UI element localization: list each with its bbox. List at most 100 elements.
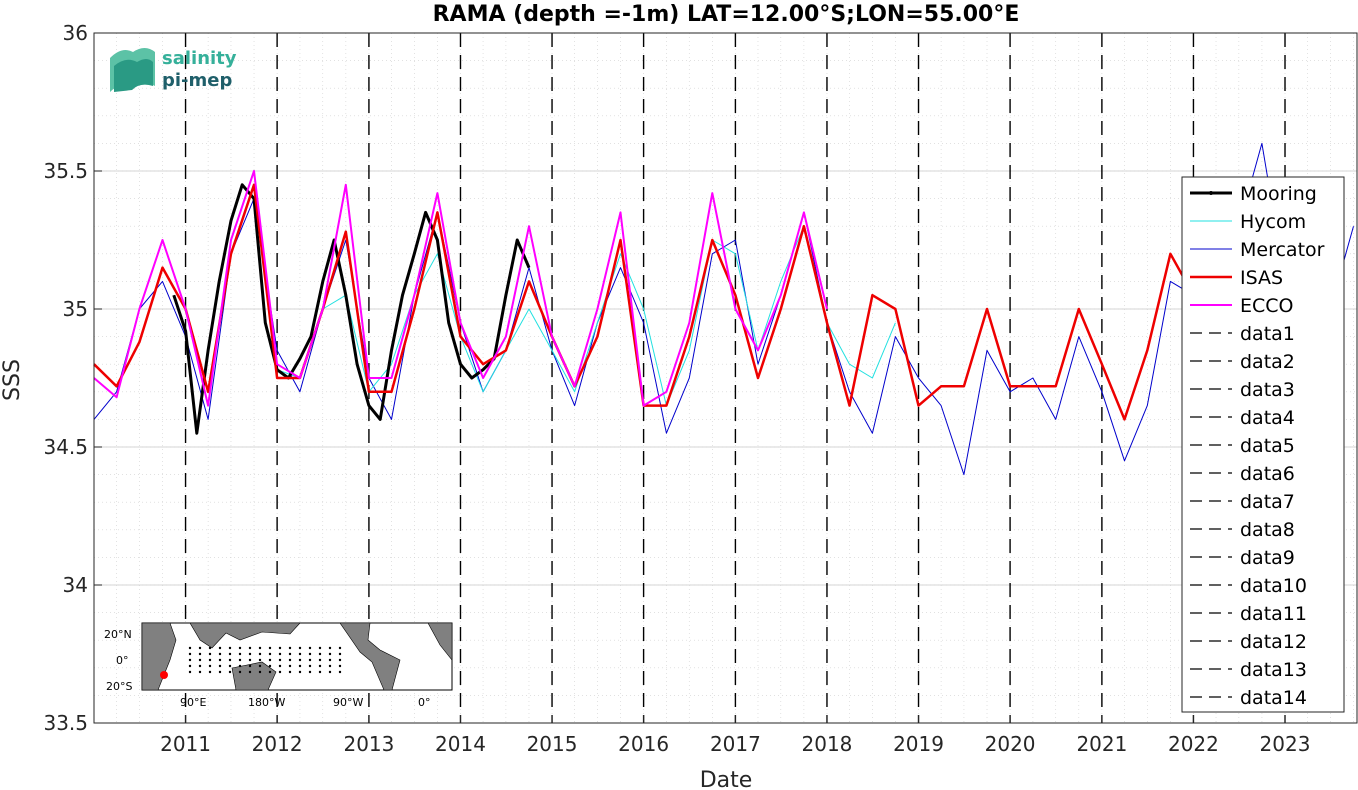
inset-map-ocean	[141, 622, 453, 691]
map-lon-label-90w: 90°W	[333, 696, 363, 709]
y-tick-label: 34.5	[43, 435, 88, 459]
map-lat-label-20s: 20°S	[106, 680, 132, 693]
x-tick-label: 2013	[343, 732, 394, 756]
x-tick-label: 2017	[710, 732, 761, 756]
legend-marker	[1209, 191, 1213, 195]
x-tick-label: 2014	[435, 732, 486, 756]
mooring-dot	[188, 670, 192, 674]
mooring-dot	[268, 652, 272, 656]
legend-label: data5	[1240, 435, 1295, 457]
mooring-dot	[298, 658, 302, 662]
legend-label: data13	[1240, 659, 1307, 681]
legend-label: data6	[1240, 463, 1295, 485]
mooring-dot	[298, 646, 302, 650]
mooring-dot	[198, 652, 202, 656]
mooring-dot	[338, 664, 342, 668]
map-lon-label-90e: 90°E	[180, 696, 206, 709]
x-tick-label: 2020	[985, 732, 1036, 756]
mooring-dot	[288, 664, 292, 668]
mooring-dot	[268, 646, 272, 650]
mooring-dot	[238, 652, 242, 656]
legend-label: data1	[1240, 323, 1295, 345]
plot-area	[93, 32, 1358, 724]
x-tick-labels: 2011 2012 2013 2014 2015 2016 2017 2018 2019 2020…	[160, 715, 1310, 756]
inset-map-asia	[189, 622, 301, 649]
inset-map-africa	[141, 622, 177, 691]
map-lat-label-20n: 20°N	[104, 628, 132, 641]
mooring-dot	[308, 652, 312, 656]
x-tick-label: 2015	[527, 732, 578, 756]
logo-text-line2: pi-mep	[162, 70, 232, 91]
legend: Mooring Hycom Mercator ISAS ECCO data1 data2 da…	[1181, 176, 1345, 713]
y-tick-labels: 33.5 34 34.5 35 35.5 36	[43, 21, 102, 735]
mooring-dot	[248, 646, 252, 650]
mooring-dot	[218, 670, 222, 674]
plot-frame	[93, 32, 1358, 724]
mooring-dot	[238, 670, 242, 674]
mooring-dot	[228, 646, 232, 650]
mooring-dot	[198, 658, 202, 662]
inset-map: 20°N 0° 20°S 90°E 180°W 90°W 0°	[104, 622, 453, 709]
mooring-dot	[268, 664, 272, 668]
x-axis-label: Date	[700, 768, 753, 790]
x-tick-label: 2018	[802, 732, 853, 756]
mooring-dot	[238, 646, 242, 650]
mooring-dot	[208, 670, 212, 674]
x-tick-label: 2016	[618, 732, 669, 756]
y-tick-label: 33.5	[43, 711, 88, 735]
mooring-dot	[278, 670, 282, 674]
mooring-dot	[288, 646, 292, 650]
mooring-dot	[188, 646, 192, 650]
mooring-dot	[338, 646, 342, 650]
mooring-dot	[328, 652, 332, 656]
mooring-dot	[308, 646, 312, 650]
legend-label: ECCO	[1240, 295, 1294, 317]
mooring-dot	[308, 658, 312, 662]
y-tick-label: 36	[63, 21, 88, 45]
mooring-dot	[218, 646, 222, 650]
mooring-dot	[318, 670, 322, 674]
chart-title: RAMA (depth =-1m) LAT=12.00°S;LON=55.00°…	[433, 2, 1020, 27]
mooring-dot	[328, 670, 332, 674]
mooring-dot	[218, 652, 222, 656]
y-axis-label: SSS	[0, 359, 25, 401]
x-tick-label: 2011	[160, 732, 211, 756]
legend-label: data8	[1240, 519, 1295, 541]
mooring-dot	[288, 658, 292, 662]
x-tick-label: 2019	[893, 732, 944, 756]
mooring-dot	[318, 658, 322, 662]
mooring-dot	[208, 646, 212, 650]
x-tick-label: 2023	[1260, 732, 1311, 756]
mooring-dot	[338, 652, 342, 656]
series-line-ecco	[93, 170, 828, 407]
logo-text-line1: salinity	[162, 48, 237, 69]
legend-label: data3	[1240, 379, 1295, 401]
y-tick-label: 35	[63, 297, 88, 321]
mooring-dot	[218, 658, 222, 662]
mooring-dot	[258, 670, 262, 674]
mooring-dot	[188, 664, 192, 668]
mooring-dot	[258, 658, 262, 662]
plot-background	[94, 33, 1357, 723]
mooring-dot	[258, 652, 262, 656]
mooring-dot	[198, 664, 202, 668]
x-tick-label: 2012	[252, 732, 303, 756]
x-tick-label: 2021	[1076, 732, 1127, 756]
logo-wave-shape-2	[114, 59, 153, 92]
legend-label: Hycom	[1240, 211, 1306, 233]
map-lon-label-0: 0°	[418, 696, 431, 709]
inset-map-europe-africa-east	[427, 622, 453, 661]
map-lon-label-180w: 180°W	[248, 696, 285, 709]
legend-label: Mooring	[1240, 183, 1317, 205]
series-layer	[93, 142, 1354, 476]
mooring-dot	[208, 658, 212, 662]
mooring-dot	[248, 652, 252, 656]
mooring-dot	[208, 664, 212, 668]
inset-map-americas	[339, 622, 401, 691]
mooring-dot	[228, 652, 232, 656]
mooring-dot	[328, 646, 332, 650]
mooring-dot	[308, 664, 312, 668]
mooring-dot	[198, 670, 202, 674]
mooring-location-marker	[160, 671, 168, 679]
